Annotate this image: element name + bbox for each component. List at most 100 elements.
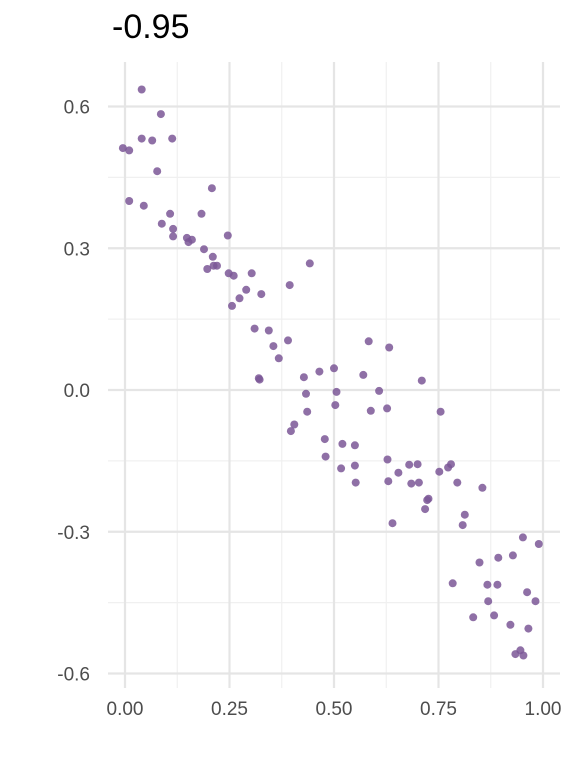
data-point [494,553,503,562]
data-point [228,301,236,310]
data-point [519,651,528,660]
data-point [269,342,278,351]
data-point [523,588,532,597]
data-point [435,467,444,476]
data-point [200,245,208,254]
data-point [359,370,368,379]
data-point [137,134,146,143]
data-point [169,224,178,233]
data-point [169,232,178,241]
data-point [469,613,478,622]
data-point [407,479,416,488]
data-point [274,354,283,363]
data-point [337,464,346,473]
data-point [330,364,338,373]
data-point [531,597,540,606]
y-tick-label: 0.0 [64,381,90,402]
data-point [331,401,340,410]
data-point [264,326,273,335]
data-point [383,455,392,464]
data-point [394,468,403,477]
y-tick-label: 0.3 [64,239,90,260]
y-tick-label: -0.6 [57,665,90,686]
data-point [351,478,360,487]
data-point [405,460,414,469]
data-point [478,483,487,492]
data-point [229,271,238,280]
data-point [148,136,157,145]
data-point [475,558,484,567]
data-point [302,389,310,398]
data-point [332,387,341,396]
data-point [384,477,393,486]
grid-major-lines [108,62,560,688]
data-point [153,167,162,176]
data-point [284,336,292,345]
data-point [338,439,347,448]
data-point [187,235,196,244]
data-point [524,624,533,633]
data-point [447,460,455,469]
data-point [303,407,312,416]
data-point [383,404,392,413]
data-point [257,290,266,299]
data-point [518,533,527,542]
data-point [299,373,308,382]
data-point [168,134,177,143]
data-point [157,219,166,228]
data-point [350,441,359,450]
data-point [453,478,462,487]
data-point [421,505,430,514]
data-point [448,579,457,588]
data-point [385,343,394,352]
data-point [483,580,492,589]
data-point [413,460,422,469]
data-point [484,597,493,606]
data-point [255,375,264,384]
data-point [366,406,375,415]
data-point [436,407,445,416]
data-point [490,611,499,620]
data-point [137,85,146,94]
data-point [197,209,206,218]
data-point [286,427,295,436]
data-point [350,461,359,470]
data-point [493,580,502,589]
x-tick-label: 0.75 [420,699,457,720]
data-point [156,110,165,119]
x-tick-label: 0.50 [316,699,353,720]
data-point [458,521,467,530]
y-tick-label: 0.6 [64,98,90,119]
data-point [207,184,216,193]
data-point [424,494,433,503]
y-axis-tick-labels: -0.6 -0.3 0.0 0.3 0.6 [57,98,90,686]
y-tick-label: -0.3 [57,523,90,544]
data-point [375,386,384,395]
data-point [250,324,259,333]
data-point [508,551,517,560]
data-point [506,620,515,629]
data-point [118,144,127,153]
data-point [208,252,217,261]
data-point [139,201,148,210]
data-point [320,435,329,444]
data-point [460,510,469,519]
data-point [242,285,251,294]
x-tick-label: 0.25 [211,699,248,720]
data-point [125,197,134,205]
data-point [321,452,330,461]
x-tick-label: 1.00 [525,699,562,720]
data-point [247,269,256,278]
data-point [414,478,423,487]
data-point [315,367,324,376]
data-point [417,376,426,385]
data-point [223,231,232,240]
chart-title: -0.95 [112,8,190,46]
data-point [305,259,314,268]
data-point [203,265,212,273]
data-point [166,209,175,218]
data-point [290,420,299,429]
x-tick-label: 0.00 [107,699,144,720]
data-point [125,146,134,155]
